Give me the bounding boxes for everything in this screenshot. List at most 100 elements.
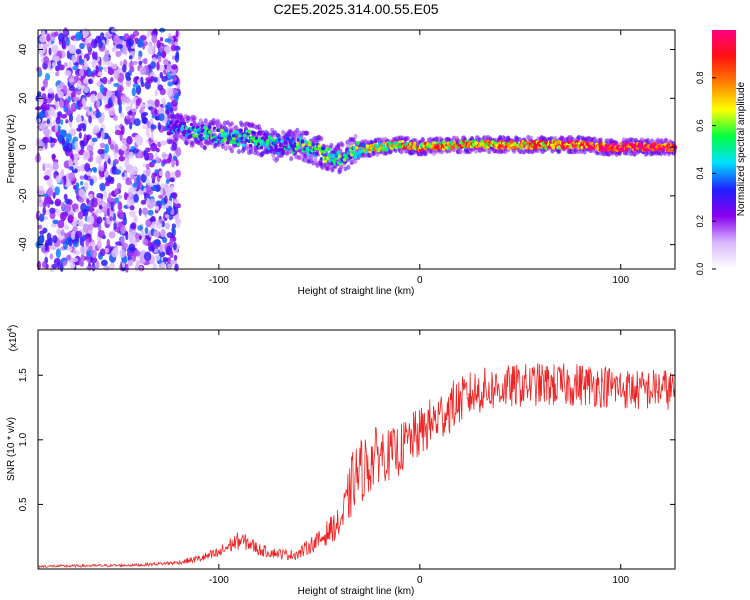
spectrogram-noise-cell [38, 234, 44, 245]
spectrogram-ridge-halo [295, 127, 300, 133]
spectrogram-noise-cell [135, 98, 141, 107]
spectrogram-noise-cell [157, 122, 161, 131]
spectrogram-ridge-cell [252, 131, 257, 135]
spectrogram-noise-cell [88, 245, 93, 252]
spectrogram-ridge-cell [385, 147, 389, 152]
spectrogram-noise-cell [61, 137, 66, 145]
spectrogram-ridge-cell [271, 138, 276, 142]
spectrogram-noise-cell [64, 98, 69, 108]
spectrogram-ridge-halo [239, 122, 244, 128]
spectrogram-noise-cell [39, 35, 47, 43]
spectrogram-noise-cell [118, 194, 123, 199]
spectrogram-noise-cell [113, 222, 117, 230]
spectrogram-noise-cell [157, 84, 164, 91]
spectrogram-noise-cell [176, 220, 181, 229]
spectrogram-noise-cell [108, 136, 112, 146]
spectrogram-noise-cell [158, 219, 163, 224]
spectrogram-noise-cell [50, 223, 57, 228]
spectrogram-ridge-halo [289, 156, 294, 162]
snr-y-label: SNR (10 * v/v) [6, 417, 17, 481]
spectrogram-ridge-halo [236, 149, 241, 155]
spectrogram-noise-cell [76, 115, 83, 124]
spectrogram-noise-cell [81, 240, 85, 247]
spectrogram-noise-cell [153, 239, 161, 245]
spectrogram-noise-cell [133, 118, 141, 127]
spectrogram-ridge-cell [338, 154, 342, 158]
spectrogram-noise-cell [42, 206, 47, 216]
spectrogram-noise-cell [52, 235, 58, 244]
spectrogram-noise-cell [119, 212, 125, 220]
spectrogram-noise-cell [81, 97, 86, 106]
spectrogram-noise-cell [49, 207, 56, 214]
colorbar-tick-label: 0.0 [695, 263, 705, 276]
spectrogram-y-tick-label: -40 [18, 237, 29, 252]
spectrogram-noise-cell [100, 259, 108, 267]
snr-x-tick-label: 100 [612, 575, 629, 586]
spectrogram-noise-cell [57, 111, 63, 117]
spectrogram-noise-cell [171, 80, 179, 86]
spectrogram-noise-cell [114, 143, 119, 154]
spectrogram-noise-cell [63, 27, 68, 35]
spectrogram-ridge-cell [280, 139, 284, 144]
spectrogram-noise-cell [96, 216, 103, 224]
spectrogram-noise-cell [123, 217, 127, 226]
spectrogram-noise-cell [151, 172, 156, 181]
spectrogram-ridge-cell [305, 146, 310, 151]
colorbar-tick-label: 0.2 [695, 215, 705, 228]
spectrogram-ridge-halo [658, 151, 663, 157]
spectrogram-ridge-cell [306, 152, 311, 157]
spectrogram-ridge-halo [340, 142, 345, 148]
spectrogram-noise-cell [145, 163, 150, 170]
spectrogram-noise-cell [166, 71, 171, 78]
spectrogram-noise-cell [143, 151, 149, 161]
spectrogram-ridge-halo [420, 137, 425, 143]
spectrogram-noise-cell [73, 241, 79, 248]
spectrogram-noise-cell [124, 157, 130, 167]
spectrogram-noise-cell [133, 177, 137, 185]
spectrogram-ridge-cell [223, 138, 228, 142]
spectrogram-noise-cell [60, 229, 65, 236]
chart-title: C2E5.2025.314.00.55.E05 [273, 1, 438, 17]
spectrogram-noise-cell [173, 199, 180, 204]
spectrogram-noise-cell [64, 232, 72, 238]
spectrogram-ridge-cell [590, 141, 594, 146]
spectrogram-noise-cell [61, 202, 65, 210]
spectrogram-ridge-halo [353, 158, 358, 164]
spectrogram-noise-cell [103, 161, 108, 171]
spectrogram-noise-cell [161, 204, 167, 210]
spectrogram-ridge-cell [169, 120, 173, 124]
spectrogram-ridge-cell [274, 144, 278, 148]
spectrogram-noise-cell [129, 169, 134, 175]
spectrogram-noise-cell [131, 112, 135, 119]
spectrogram-noise-cell [147, 120, 151, 129]
spectrogram-ridge-halo [292, 134, 297, 140]
spectrogram-ridge-cell [289, 138, 294, 142]
spectrogram-noise-cell [161, 75, 168, 82]
spectrogram-noise-cell [128, 187, 134, 197]
spectrogram-noise-cell [146, 99, 154, 105]
spectrogram-noise-cell [55, 175, 62, 184]
spectrogram-noise-cell [160, 261, 166, 270]
spectrogram-noise-cell [131, 87, 136, 97]
spectrogram-noise-cell [68, 172, 76, 182]
spectrogram-noise-cell [131, 108, 137, 113]
spectrogram-noise-cell [82, 208, 89, 217]
spectrogram-noise-cell [77, 211, 84, 220]
spectrogram-noise-cell [165, 170, 171, 180]
spectrogram-noise-cell [150, 142, 158, 152]
spectrogram-noise-cell [91, 137, 98, 143]
spectrogram-noise-cell [65, 37, 70, 46]
spectrogram-noise-cell [68, 158, 73, 167]
spectrogram-noise-cell [125, 180, 133, 186]
spectrogram-noise-cell [101, 130, 105, 141]
spectrogram-noise-cell [86, 43, 92, 50]
spectrogram-ridge-cell [412, 141, 417, 146]
spectrogram-noise-cell [118, 86, 122, 97]
spectrogram-panel: -100 0 100 -40 -20 0 20 40 Height of straight l… [6, 26, 677, 297]
spectrogram-noise-cell [90, 140, 96, 147]
spectrogram-noise-cell [148, 198, 157, 208]
spectrogram-noise-cell [125, 76, 132, 81]
spectrogram-noise-cell [56, 84, 61, 94]
spectrogram-ridge-cell [307, 140, 312, 145]
spectrogram-noise-cell [170, 192, 178, 199]
